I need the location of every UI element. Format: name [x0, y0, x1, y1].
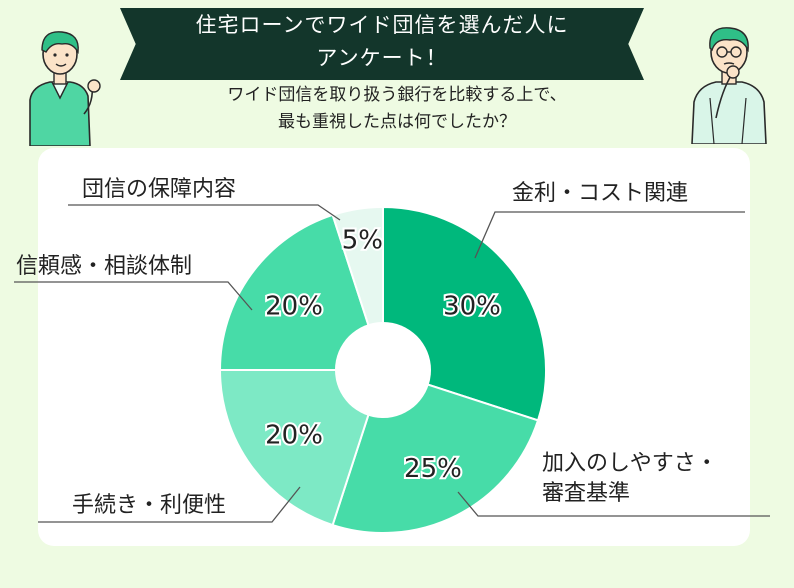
- donut-hole: [335, 322, 431, 418]
- leader-line-shinrai: [14, 281, 253, 311]
- thinking-person-illustration: [691, 27, 767, 144]
- slice-value-label-4: 20%: [265, 291, 323, 321]
- leader-line-hosho: [68, 204, 341, 221]
- title-line-2: アンケート！: [316, 46, 448, 70]
- pie-slice-3: [218, 369, 385, 527]
- subtitle-line-1: ワイド団信を取り扱う銀行を比較する上で、: [227, 85, 567, 105]
- category-label-hosho: 団信の保障内容: [82, 177, 237, 202]
- category-label-kanyu-line1: 加入のしやすさ・: [542, 451, 718, 476]
- slice-value-label-3: 20%: [265, 421, 323, 451]
- leader-line-tetsuzuki: [38, 486, 301, 523]
- pointing-person-illustration: [29, 31, 101, 146]
- slice-value-label-1: 30%: [443, 291, 501, 321]
- leader-line-kinri-cost: [474, 211, 745, 259]
- subtitle-line-2: 最も重視した点は何でしたか？: [278, 112, 516, 132]
- pie-slice-4: [218, 213, 385, 371]
- slice-value-label-5: 5%: [342, 226, 383, 256]
- category-label-shinrai: 信頼感・相談体制: [16, 254, 193, 279]
- category-label-kanyu-line2: 審査基準: [542, 481, 631, 506]
- slice-value-label-2: 25%: [404, 454, 462, 484]
- title-line-1: 住宅ローンでワイド団信を選んだ人に: [195, 13, 569, 37]
- category-label-tetsuzuki: 手続き・利便性: [72, 493, 227, 518]
- leader-line-kanyu: [457, 491, 770, 517]
- title-banner: [120, 8, 644, 80]
- category-label-kinri-cost: 金利・コスト関連: [512, 181, 689, 206]
